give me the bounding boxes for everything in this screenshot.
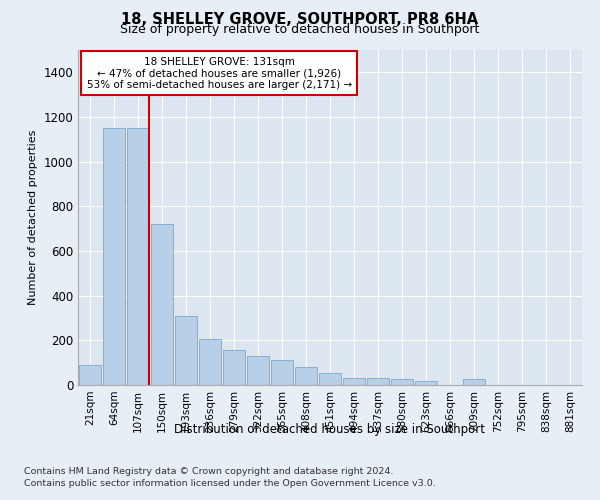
Text: 18, SHELLEY GROVE, SOUTHPORT, PR8 6HA: 18, SHELLEY GROVE, SOUTHPORT, PR8 6HA bbox=[121, 12, 479, 28]
Bar bbox=[199, 339, 221, 385]
Bar bbox=[391, 380, 413, 385]
Bar bbox=[175, 316, 197, 385]
Bar bbox=[295, 367, 317, 385]
Text: 18 SHELLEY GROVE: 131sqm
← 47% of detached houses are smaller (1,926)
53% of sem: 18 SHELLEY GROVE: 131sqm ← 47% of detach… bbox=[86, 56, 352, 90]
Bar bbox=[271, 360, 293, 385]
Bar bbox=[343, 378, 365, 385]
Text: Contains HM Land Registry data © Crown copyright and database right 2024.: Contains HM Land Registry data © Crown c… bbox=[24, 468, 394, 476]
Bar bbox=[463, 380, 485, 385]
Bar bbox=[367, 378, 389, 385]
Text: Contains public sector information licensed under the Open Government Licence v3: Contains public sector information licen… bbox=[24, 479, 436, 488]
Bar bbox=[103, 128, 125, 385]
Text: Distribution of detached houses by size in Southport: Distribution of detached houses by size … bbox=[175, 422, 485, 436]
Bar bbox=[127, 128, 149, 385]
Bar bbox=[319, 372, 341, 385]
Text: Size of property relative to detached houses in Southport: Size of property relative to detached ho… bbox=[121, 22, 479, 36]
Y-axis label: Number of detached properties: Number of detached properties bbox=[28, 130, 38, 305]
Bar bbox=[79, 365, 101, 385]
Bar bbox=[247, 356, 269, 385]
Bar bbox=[223, 350, 245, 385]
Bar bbox=[151, 224, 173, 385]
Bar bbox=[415, 381, 437, 385]
